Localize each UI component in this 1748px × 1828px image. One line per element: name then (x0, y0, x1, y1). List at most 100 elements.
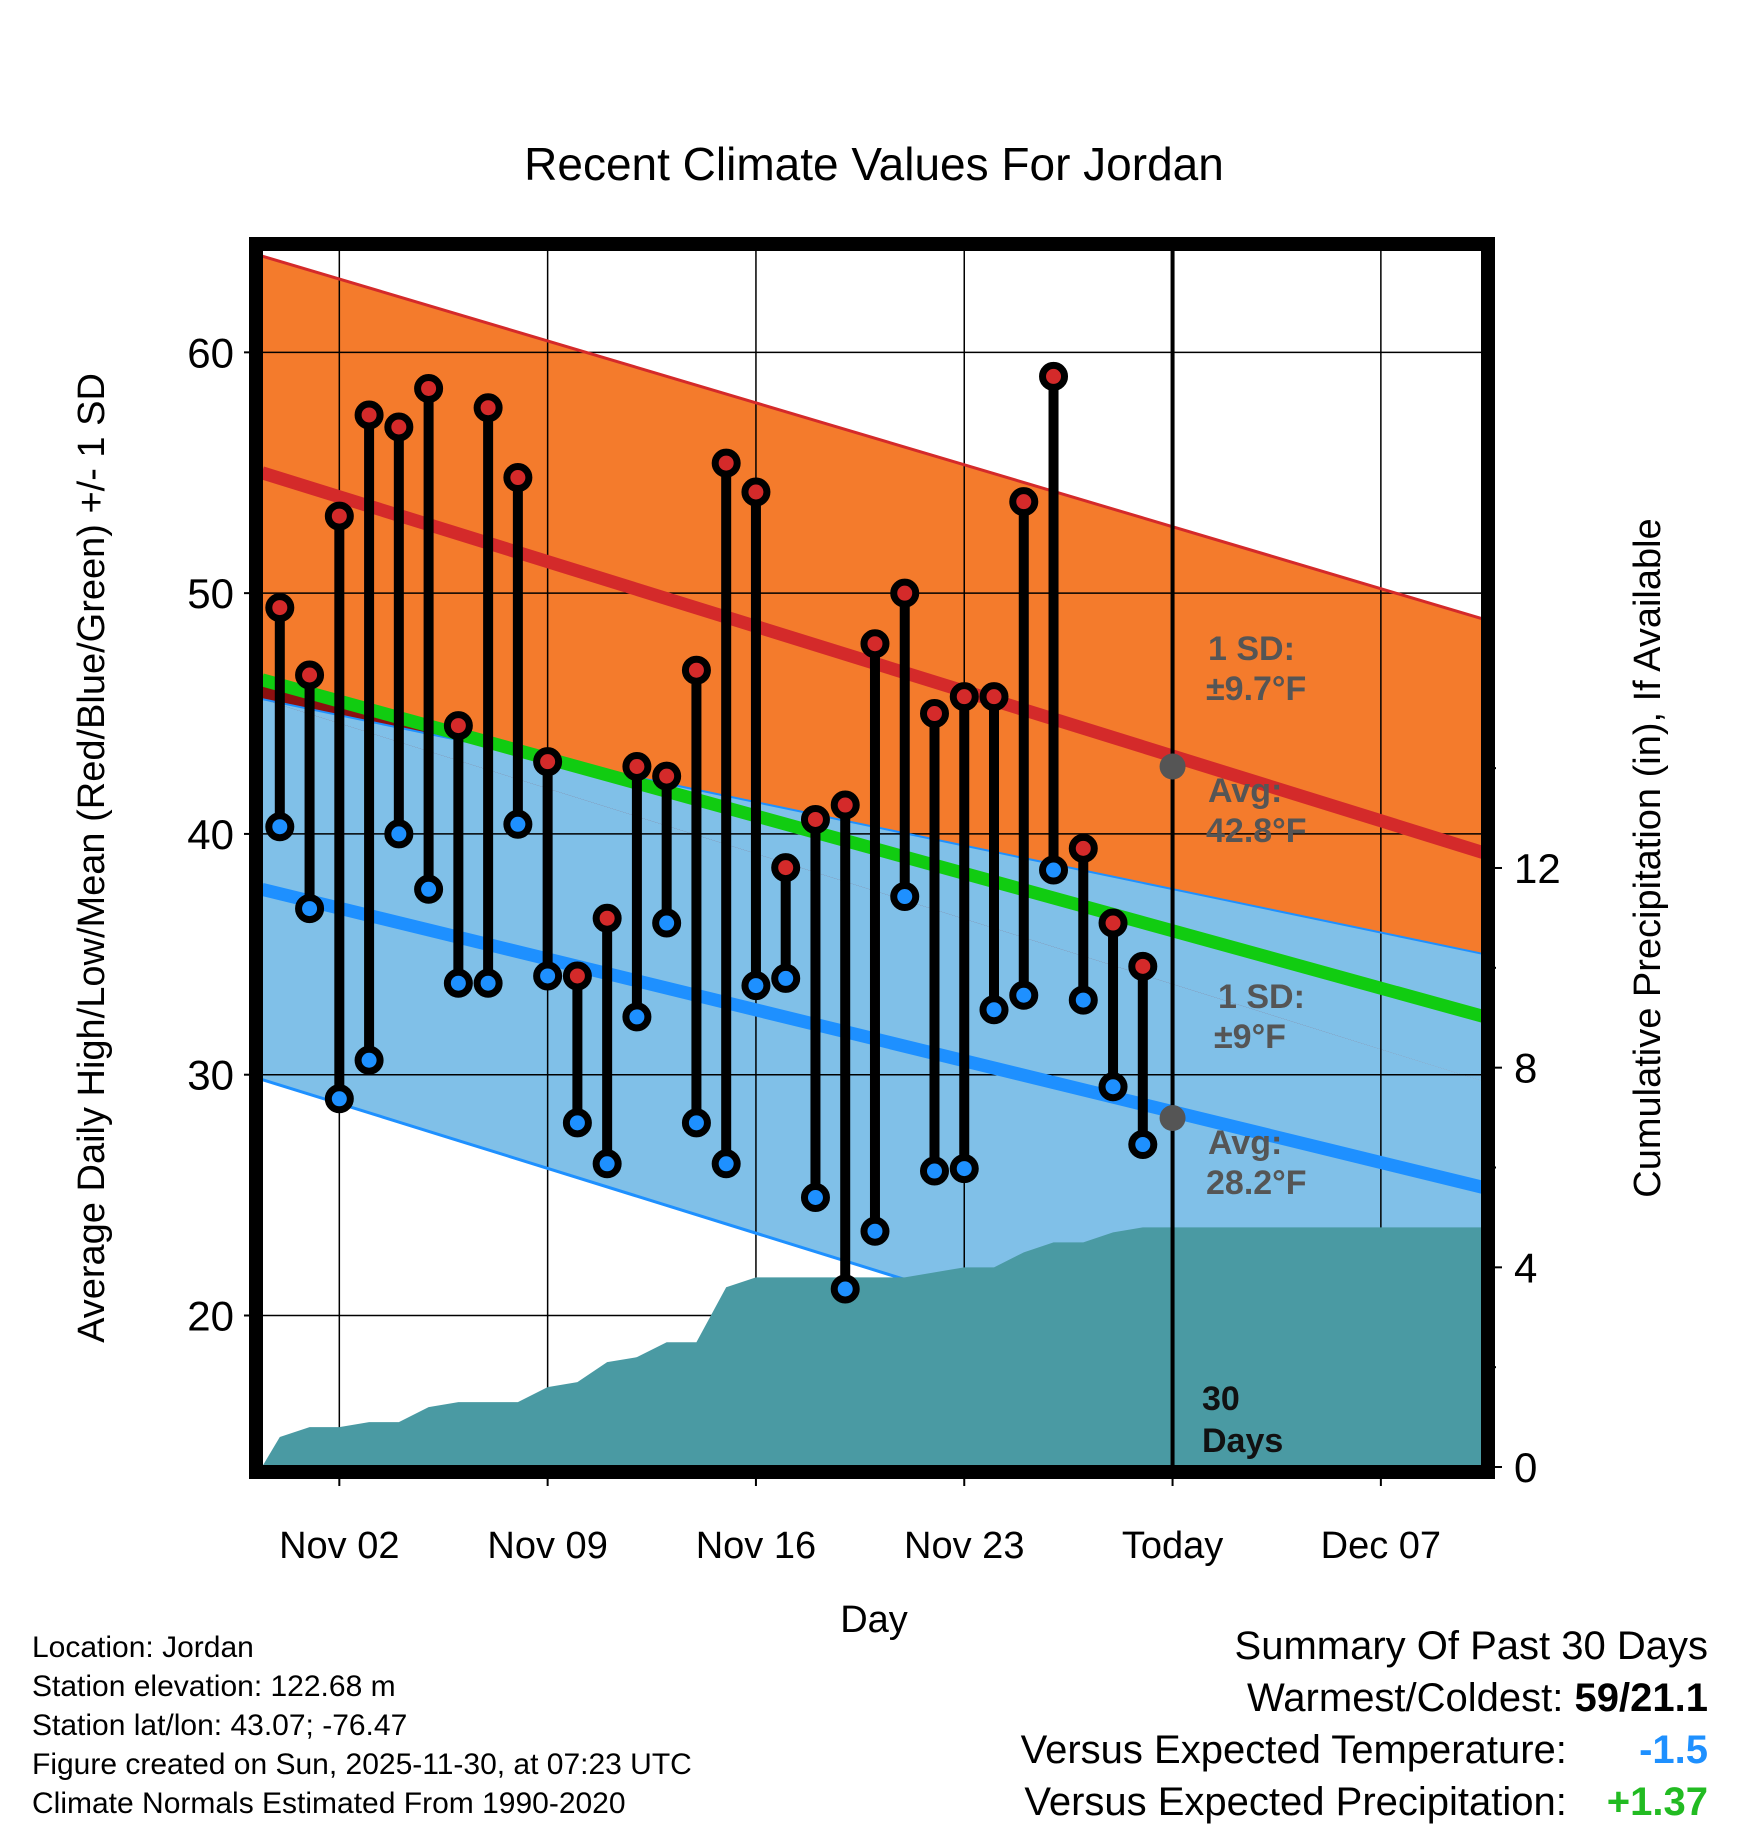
chart-title: Recent Climate Values For Jordan (524, 138, 1224, 190)
high-point (473, 393, 503, 423)
x-tick-label: Today (1122, 1525, 1223, 1567)
x-tick-label: Nov 16 (696, 1525, 816, 1567)
today-marker (1159, 244, 1186, 1472)
high-point (979, 682, 1009, 712)
y2-tick-label: 4 (1514, 1244, 1537, 1291)
high-sd-band (261, 256, 1486, 955)
high-avg-label: Avg: (1208, 772, 1282, 810)
axes: 20 30 40 50 60 0 4 8 12 Nov 02 Nov 09 Nov 16 Nov 23 T… (187, 329, 1560, 1567)
low-point (354, 1045, 384, 1075)
high-point (562, 961, 592, 991)
y2-tick-label: 8 (1514, 1045, 1537, 1092)
low-sd-value: ±9°F (1214, 1018, 1286, 1056)
high-point (414, 373, 444, 403)
warm-cold-row: Warmest/Coldest: 59/21.1 (1021, 1672, 1708, 1724)
high-point (830, 790, 860, 820)
x-axis-label: Day (840, 1599, 908, 1641)
high-sd-value: ±9.7°F (1206, 670, 1306, 708)
high-point (384, 412, 414, 442)
y2-axis-label: Cumulative Precipitation (in), If Availa… (1627, 518, 1669, 1197)
low-point (979, 995, 1009, 1025)
warm-cold-label: Warmest/Coldest: (1247, 1676, 1564, 1720)
high-point (1039, 361, 1069, 391)
x-tick-label: Nov 02 (279, 1525, 399, 1567)
low-point (681, 1108, 711, 1138)
created-text: Figure created on Sun, 2025-11-30, at 07… (32, 1748, 692, 1781)
high-point (265, 593, 295, 623)
station-info: Location: Jordan Station elevation: 122.… (32, 1628, 692, 1823)
high-point (800, 804, 830, 834)
high-point (949, 682, 979, 712)
low-point (1039, 855, 1069, 885)
y-tick-label: 40 (187, 811, 234, 858)
x-tick-label: Dec 07 (1321, 1525, 1441, 1567)
high-avg-value: 42.8°F (1206, 812, 1307, 850)
summary-title: Summary Of Past 30 Days (1234, 1624, 1708, 1668)
low-point (443, 968, 473, 998)
elevation-text: Station elevation: 122.68 m (32, 1670, 396, 1703)
low-point (384, 819, 414, 849)
y-tick-label: 60 (187, 329, 234, 376)
today-avg-high-dot (1159, 753, 1186, 780)
high-point (860, 629, 890, 659)
high-point (1068, 833, 1098, 863)
y-tick-label: 20 (187, 1292, 234, 1339)
low-point (533, 961, 563, 991)
y-tick-label: 30 (187, 1052, 234, 1099)
high-point (592, 903, 622, 933)
low-point (771, 963, 801, 993)
today-avg-low-dot (1159, 1105, 1186, 1132)
days-word: Days (1202, 1422, 1283, 1460)
low-point (860, 1216, 890, 1246)
precip-row: Versus Expected Precipitation: +1.37 (1021, 1776, 1708, 1828)
low-point (592, 1149, 622, 1179)
precip-fill (261, 1227, 1486, 1469)
y-tick-label: 50 (187, 570, 234, 617)
low-point (830, 1274, 860, 1304)
low-point (919, 1156, 949, 1186)
temp-label: Versus Expected Temperature: (1020, 1728, 1567, 1772)
high-point (890, 578, 920, 608)
plot-frame (249, 237, 1495, 1479)
low-point (1009, 980, 1039, 1010)
low-point (622, 1002, 652, 1032)
low-point (1128, 1130, 1158, 1160)
daily-range-bars (265, 361, 1158, 1304)
y2-tick-label: 0 (1514, 1444, 1537, 1491)
low-point (473, 968, 503, 998)
precip-area (261, 1227, 1486, 1469)
warm-cold-value: 59/21.1 (1574, 1676, 1708, 1720)
low-point (890, 882, 920, 912)
precip-value: +1.37 (1606, 1780, 1708, 1824)
low-point (324, 1084, 354, 1114)
high-sd-label: 1 SD: (1208, 630, 1295, 668)
low-point (1068, 985, 1098, 1015)
annotations: 1 SD: ±9.7°F Avg: 42.8°F 1 SD: ±9°F Avg:… (1202, 630, 1307, 1460)
high-point (1098, 908, 1128, 938)
low-avg-value: 28.2°F (1206, 1164, 1307, 1202)
high-point (1128, 951, 1158, 981)
y-axis-label: Average Daily High/Low/Mean (Red/Blue/Gr… (71, 373, 113, 1343)
low-point (800, 1183, 830, 1213)
summary-panel: Summary Of Past 30 Days Warmest/Coldest:… (1021, 1620, 1708, 1828)
low-point (1098, 1072, 1128, 1102)
low-point (562, 1108, 592, 1138)
low-point (414, 874, 444, 904)
high-point (622, 752, 652, 782)
high-point (443, 711, 473, 741)
low-point (295, 894, 325, 924)
low-sd-label: 1 SD: (1218, 978, 1305, 1016)
high-point (533, 747, 563, 777)
precip-label: Versus Expected Precipitation: (1024, 1780, 1567, 1824)
y2-tick-label: 12 (1514, 845, 1561, 892)
low-point (711, 1149, 741, 1179)
high-point (919, 699, 949, 729)
low-point (949, 1154, 979, 1184)
latlon-text: Station lat/lon: 43.07; -76.47 (32, 1709, 408, 1742)
high-point (1009, 487, 1039, 517)
low-point (503, 809, 533, 839)
high-point (503, 463, 533, 493)
high-point (711, 448, 741, 478)
high-point (354, 400, 384, 430)
